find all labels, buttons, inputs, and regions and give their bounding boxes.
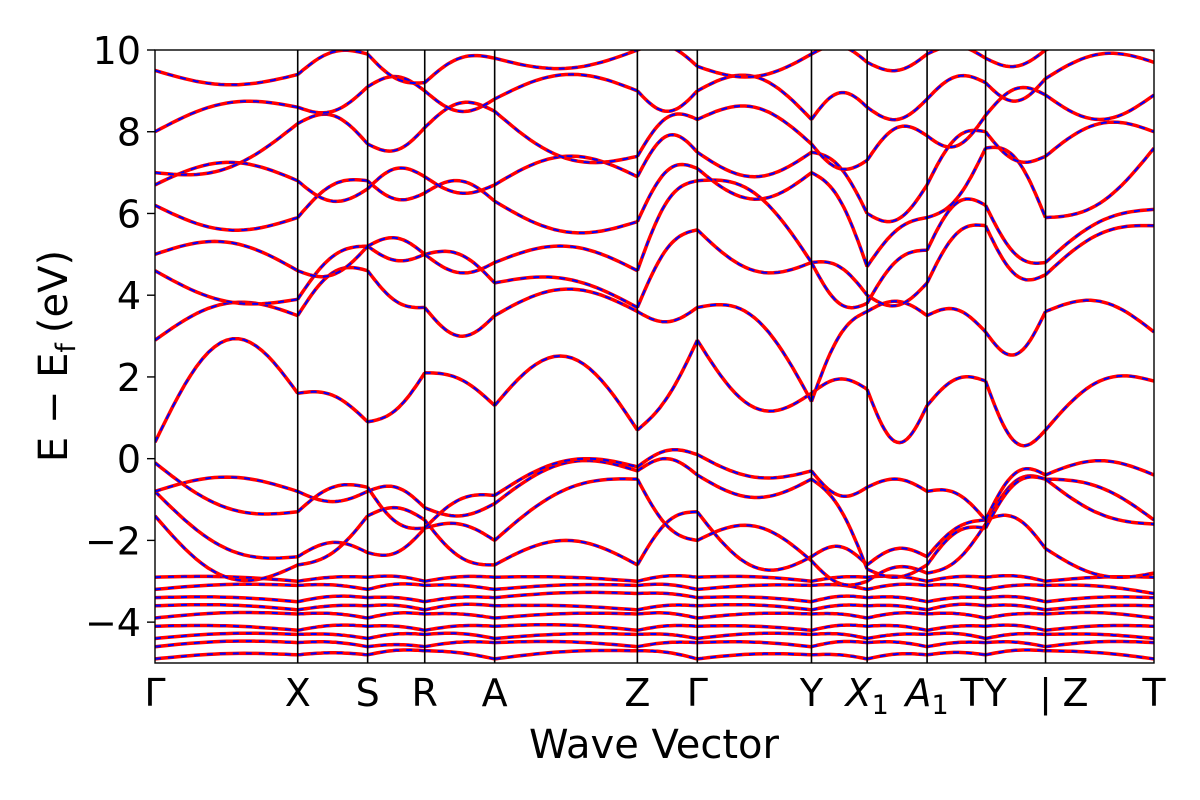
y-tick-label: 2 xyxy=(117,356,141,400)
x-tick-label: Z xyxy=(624,671,650,715)
y-axis-label-main: E − E xyxy=(31,353,77,463)
y-tick-label: −2 xyxy=(85,519,141,563)
x-tick-label: S xyxy=(356,671,380,715)
band-series xyxy=(155,85,1154,177)
band-series xyxy=(155,447,1154,531)
band-line-blue-dashed xyxy=(155,649,1154,660)
x-tick-label: | xyxy=(1039,671,1052,716)
band-line-blue-dashed xyxy=(155,582,1154,595)
y-tick-label: 6 xyxy=(117,192,141,236)
band-series xyxy=(155,639,1154,649)
band-series xyxy=(155,648,1154,661)
band-line-blue-dashed xyxy=(155,611,1154,619)
band-line-blue-dashed xyxy=(155,223,1154,309)
band-series xyxy=(155,610,1154,620)
x-tick-label: T xyxy=(1141,671,1166,715)
x-tick-label: X1 xyxy=(844,671,889,721)
band-line-blue-dashed xyxy=(155,448,1154,530)
band-series xyxy=(155,265,1154,403)
band-line-blue-dashed xyxy=(155,52,1154,133)
x-axis: Γ X S R A Z Γ Y X1 A1 TY | Z T xyxy=(144,671,1166,721)
band-series xyxy=(155,590,1154,604)
y-tick-label: 4 xyxy=(117,274,141,318)
x-tick-label: TY xyxy=(959,671,1007,715)
band-series xyxy=(155,631,1154,641)
x-tick-label: Γ xyxy=(144,671,165,715)
band-line-blue-dashed xyxy=(155,506,1154,582)
band-series xyxy=(155,50,1154,87)
high-symmetry-lines xyxy=(296,50,1047,663)
band-line-blue-dashed xyxy=(155,146,1154,268)
x-tick-label: A1 xyxy=(902,671,948,721)
band-series xyxy=(155,336,1154,448)
x-tick-label: Γ xyxy=(687,671,708,715)
x-tick-label: R xyxy=(412,671,438,715)
x-tick-label-subscript: 1 xyxy=(872,690,889,721)
x-tick-label: Z xyxy=(1063,671,1089,715)
band-line-blue-dashed xyxy=(155,640,1154,648)
band-line-blue-dashed xyxy=(155,121,1154,223)
band-line-blue-dashed xyxy=(155,603,1154,611)
x-tick-label: A xyxy=(482,671,508,715)
band-line-blue-dashed xyxy=(155,50,1154,86)
band-series xyxy=(155,622,1154,633)
band-series xyxy=(155,456,1154,580)
band-line-blue-dashed xyxy=(155,632,1154,640)
band-line-blue-dashed xyxy=(155,86,1154,176)
x-tick-label-main: A xyxy=(902,671,931,715)
plot-background xyxy=(155,50,1154,663)
plot-frame xyxy=(154,49,1155,664)
x-tick-label: X xyxy=(285,671,311,715)
band-series xyxy=(155,120,1154,224)
x-axis-label: Wave Vector xyxy=(529,722,780,768)
x-tick-label-subscript: 1 xyxy=(931,690,948,721)
y-axis: −4 −2 0 2 4 6 8 10 xyxy=(85,29,155,645)
y-axis-label-subscript: f xyxy=(51,342,82,353)
y-tick-label: 8 xyxy=(117,111,141,155)
x-tick-label-main: X xyxy=(844,671,873,715)
band-line-blue-dashed xyxy=(155,337,1154,447)
x-tick-label: Y xyxy=(799,671,824,715)
y-tick-label: 10 xyxy=(93,29,141,73)
y-axis-label-unit: (eV) xyxy=(31,250,77,333)
y-axis-label: E − Ef (eV) xyxy=(31,250,82,462)
band-series xyxy=(155,145,1154,268)
band-line-blue-dashed xyxy=(155,266,1154,402)
bands-layer xyxy=(155,50,1154,661)
band-series xyxy=(155,602,1154,612)
y-tick-label: 0 xyxy=(117,438,141,482)
band-line-blue-dashed xyxy=(155,591,1154,603)
band-series xyxy=(155,223,1154,310)
band-series xyxy=(155,582,1154,596)
band-line-blue-dashed xyxy=(155,178,1154,309)
band-line-blue-dashed xyxy=(155,623,1154,632)
band-series xyxy=(155,178,1154,310)
band-series xyxy=(155,505,1154,583)
band-line-blue-dashed xyxy=(155,457,1154,579)
y-tick-label: −4 xyxy=(85,601,141,645)
